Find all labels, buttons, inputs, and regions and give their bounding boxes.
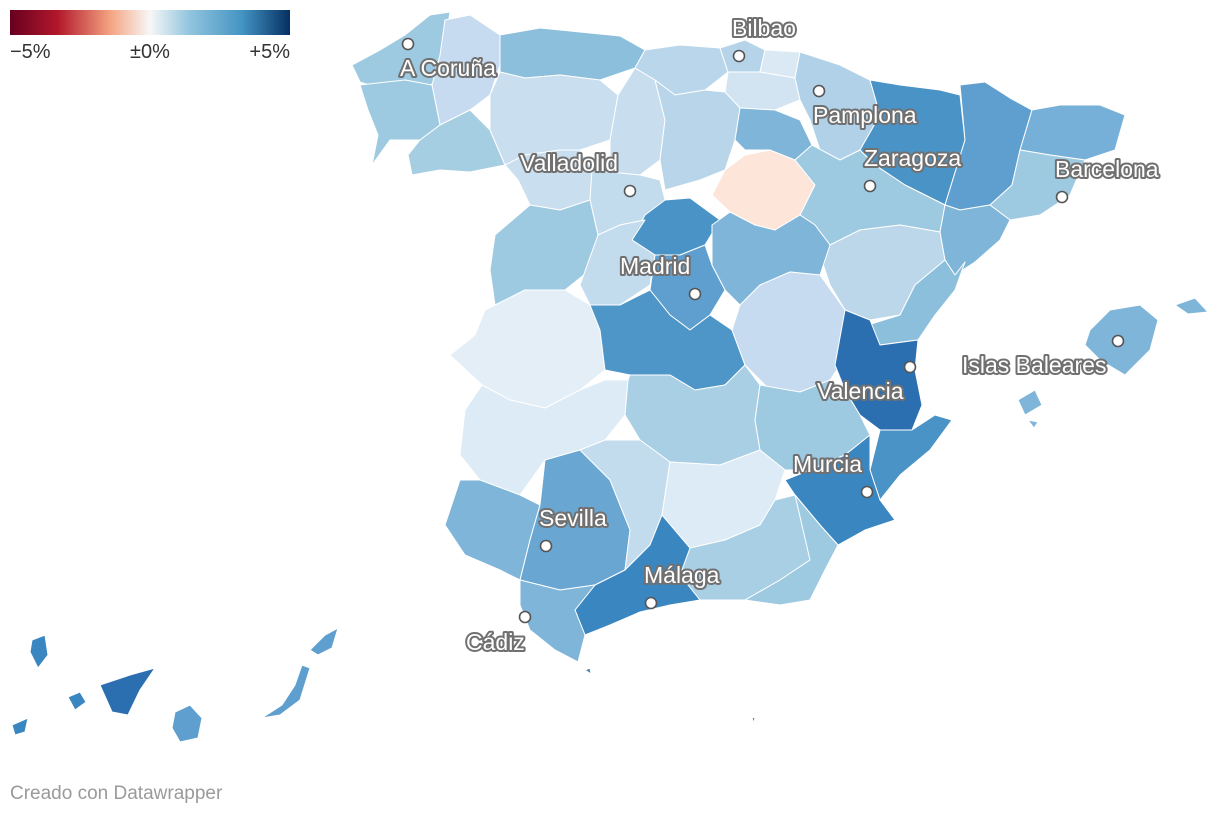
province-barcelona[interactable]	[989, 149, 1086, 221]
city-dot	[1055, 190, 1069, 204]
city-dot	[860, 485, 874, 499]
city-marker-pamplona[interactable]: Pamplona	[811, 84, 919, 130]
color-legend: −5% ±0% +5%	[10, 10, 290, 63]
city-labels: A Coruña Bilbao Pamplona Zaragoza Barcel…	[398, 13, 1161, 657]
city-label: Valladolid	[520, 150, 618, 176]
city-dot	[518, 610, 532, 624]
city-marker-cadiz[interactable]: Cádiz	[464, 610, 532, 657]
city-label: Valencia	[817, 378, 904, 404]
city-dot	[644, 596, 658, 610]
city-dot	[401, 37, 415, 51]
city-dot	[863, 179, 877, 193]
city-marker-islas-baleares[interactable]: Islas Baleares	[960, 334, 1125, 380]
city-label: Zaragoza	[864, 145, 961, 171]
province-almeria[interactable]	[744, 494, 839, 606]
legend-mid-label: ±0%	[130, 41, 170, 63]
island-la-gomera[interactable]	[67, 691, 87, 711]
city-label: Sevilla	[539, 505, 607, 531]
city-label: Islas Baleares	[962, 352, 1106, 378]
city-marker-barcelona[interactable]: Barcelona	[1053, 154, 1161, 204]
legend-max-label: +5%	[249, 41, 290, 63]
province-burgos[interactable]	[654, 79, 741, 191]
island-ibiza[interactable]	[1017, 389, 1043, 416]
city-label: Cádiz	[466, 629, 525, 655]
province-tarragona[interactable]	[939, 204, 1011, 276]
island-fuerteventura[interactable]	[261, 664, 311, 719]
island-lanzarote[interactable]	[309, 627, 339, 656]
city-dot	[732, 49, 746, 63]
province-asturias[interactable]	[499, 27, 646, 81]
city-marker-valladolid[interactable]: Valladolid	[518, 148, 637, 198]
island-menorca[interactable]	[1174, 297, 1209, 315]
province-valencia[interactable]	[834, 309, 923, 431]
city-marker-madrid[interactable]: Madrid	[618, 251, 702, 301]
province-guadalajara[interactable]	[711, 211, 831, 306]
province-ourense[interactable]	[407, 109, 506, 176]
city-marker-valencia[interactable]: Valencia	[815, 360, 917, 406]
city-marker-sevilla[interactable]: Sevilla	[537, 503, 609, 553]
island-el-hierro[interactable]	[11, 717, 29, 736]
city-dot	[1111, 334, 1125, 348]
city-marker-malaga[interactable]: Málaga	[642, 560, 722, 610]
city-label: Bilbao	[732, 15, 796, 41]
city-melilla[interactable]	[751, 716, 756, 724]
city-label: Barcelona	[1055, 156, 1159, 182]
legend-min-label: −5%	[10, 41, 51, 63]
legend-gradient-bar	[10, 10, 290, 35]
city-ceuta[interactable]	[584, 667, 592, 675]
island-gran-canaria[interactable]	[171, 704, 203, 743]
city-marker-zaragoza[interactable]: Zaragoza	[862, 143, 963, 193]
province-pontevedra[interactable]	[359, 79, 441, 166]
city-dot	[903, 360, 917, 374]
city-dot	[539, 539, 553, 553]
city-label: Madrid	[620, 253, 690, 279]
island-la-palma[interactable]	[29, 634, 49, 669]
city-label: A Coruña	[400, 55, 496, 81]
province-lugo[interactable]	[431, 14, 501, 126]
province-murcia[interactable]	[784, 434, 896, 546]
island-formentera[interactable]	[1027, 419, 1039, 429]
city-dot	[688, 287, 702, 301]
city-marker-a-coruna[interactable]: A Coruña	[398, 37, 498, 83]
city-label: Pamplona	[813, 102, 917, 128]
city-label: Málaga	[644, 562, 720, 588]
city-marker-murcia[interactable]: Murcia	[791, 449, 874, 499]
island-tenerife[interactable]	[99, 667, 156, 716]
province-girona[interactable]	[1019, 104, 1126, 161]
city-marker-bilbao[interactable]: Bilbao	[730, 13, 798, 63]
city-dot	[623, 184, 637, 198]
credit-text: Creado con Datawrapper	[10, 783, 223, 804]
city-label: Murcia	[793, 451, 862, 477]
city-dot	[812, 84, 826, 98]
